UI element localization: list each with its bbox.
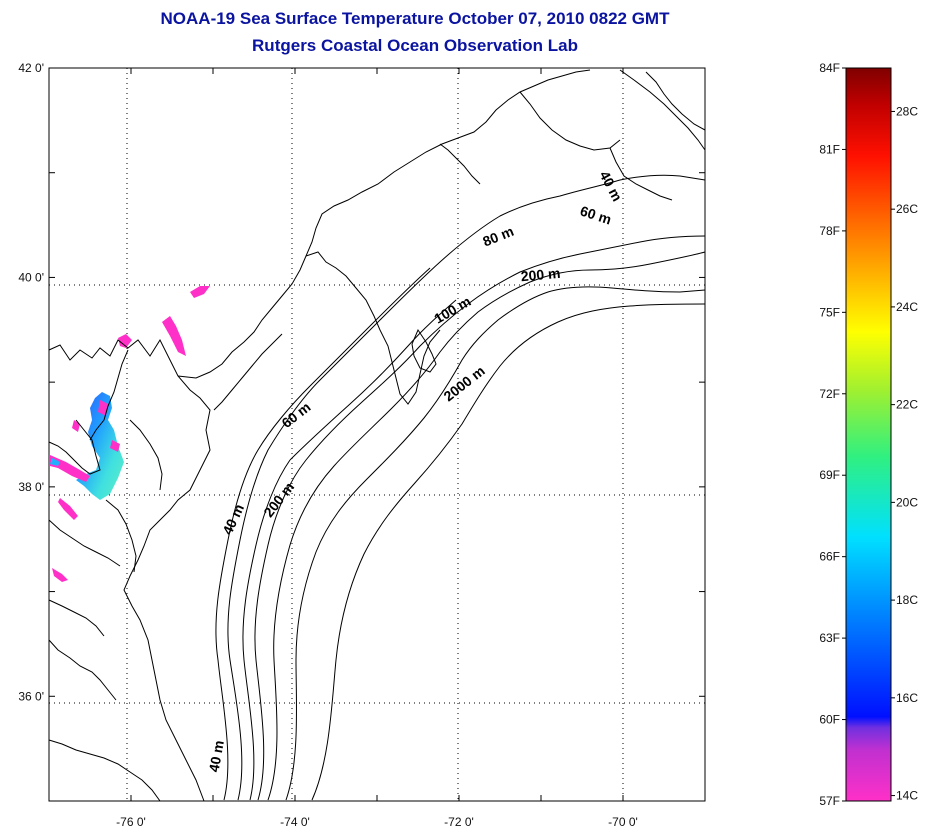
y-tick-labels: 42 0' 40 0' 38 0' 36 0': [18, 61, 44, 703]
y-tick-label: 40 0': [18, 270, 44, 284]
colorbar-c-label: 18C: [896, 593, 918, 607]
map-title: NOAA-19 Sea Surface Temperature October …: [160, 9, 670, 28]
map-subtitle: Rutgers Coastal Ocean Observation Lab: [252, 36, 578, 55]
colorbar-f-label: 66F: [819, 550, 840, 564]
depth-contour-label: 40 m: [206, 739, 227, 773]
sst-data-pixels: [50, 286, 210, 582]
x-tick-label: -76 0': [116, 815, 146, 829]
x-tick-labels: -76 0' -74 0' -72 0' -70 0': [116, 815, 638, 829]
colorbar-c-label: 28C: [896, 104, 918, 118]
colorbar-c-label: 14C: [896, 789, 918, 803]
colorbar-c-label: 16C: [896, 691, 918, 705]
x-tick-label: -70 0': [608, 815, 638, 829]
depth-contours: [215, 174, 706, 801]
colorbar-fahrenheit-labels: 84F 81F 78F 75F 72F 69F 66F 63F 60F 57F: [819, 61, 846, 808]
colorbar-f-label: 81F: [819, 142, 840, 156]
colorbar: [845, 67, 892, 802]
colorbar-c-label: 22C: [896, 398, 918, 412]
grid-lines: [49, 68, 705, 801]
colorbar-f-label: 75F: [819, 305, 840, 319]
colorbar-f-label: 69F: [819, 468, 840, 482]
colorbar-celsius-labels: 28C 26C 24C 22C 20C 18C 16C 14C: [891, 104, 918, 803]
y-tick-label: 38 0': [18, 480, 44, 494]
colorbar-f-label: 78F: [819, 224, 840, 238]
depth-contour-label: 200 m: [520, 265, 561, 284]
colorbar-c-label: 20C: [896, 495, 918, 509]
colorbar-c-label: 24C: [896, 300, 918, 314]
colorbar-c-label: 26C: [896, 202, 918, 216]
colorbar-f-label: 60F: [819, 713, 840, 727]
colorbar-f-label: 84F: [819, 61, 840, 75]
x-tick-label: -72 0': [444, 815, 474, 829]
y-tick-label: 36 0': [18, 689, 44, 703]
colorbar-f-label: 57F: [819, 794, 840, 808]
tick-marks: [49, 68, 705, 801]
x-tick-label: -74 0': [280, 815, 310, 829]
colorbar-f-label: 72F: [819, 387, 840, 401]
y-tick-label: 42 0': [18, 61, 44, 75]
map-frame: [48, 67, 706, 802]
coastline: [48, 69, 706, 802]
colorbar-f-label: 63F: [819, 631, 840, 645]
